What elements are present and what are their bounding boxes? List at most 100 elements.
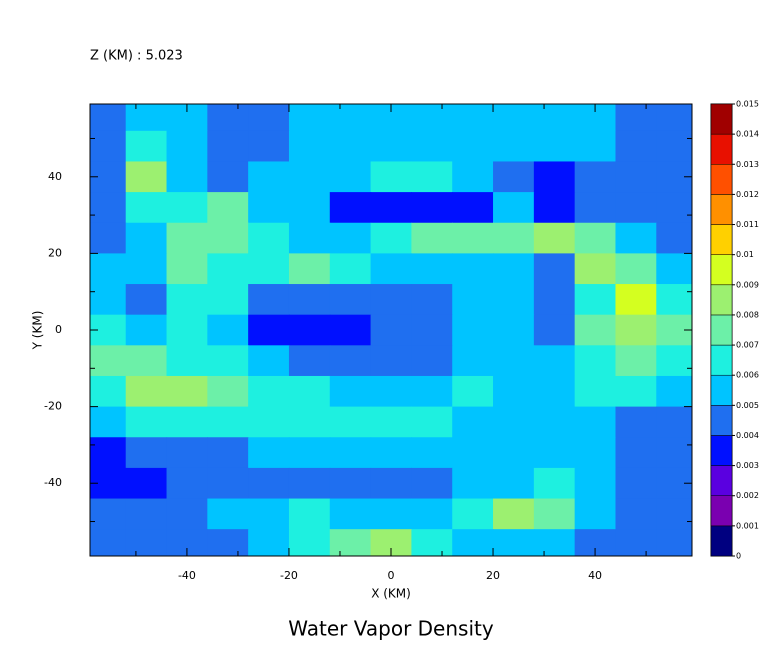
contour-cell xyxy=(411,284,453,316)
contour-cell xyxy=(533,104,576,132)
contour-cell xyxy=(329,437,372,469)
x-axis-label: X (KM) xyxy=(371,587,411,601)
colorbar-label: 0.015 xyxy=(736,100,759,109)
contour-cell xyxy=(248,529,290,556)
contour-cell xyxy=(370,284,413,316)
colorbar-label: 0.001 xyxy=(736,521,759,530)
contour-cell xyxy=(370,222,413,254)
contour-cell xyxy=(533,529,576,556)
contour-cell xyxy=(533,467,576,500)
contour-cell xyxy=(329,161,372,193)
contour-cell xyxy=(574,253,617,285)
contour-cell xyxy=(288,284,331,316)
contour-cell xyxy=(493,284,535,316)
contour-cell xyxy=(411,104,453,132)
contour-cell xyxy=(288,130,331,163)
y-tick-label: -40 xyxy=(44,476,62,489)
contour-cell xyxy=(166,161,208,193)
contour-cell xyxy=(370,345,413,377)
colorbar-swatch xyxy=(710,374,733,406)
contour-cell xyxy=(574,345,617,377)
contour-cell xyxy=(125,130,168,163)
contour-cell xyxy=(574,130,617,163)
contour-cell xyxy=(329,192,372,224)
contour-cell xyxy=(207,104,249,132)
colorbar-label: 0.013 xyxy=(736,160,759,169)
contour-cell xyxy=(615,437,657,469)
contour-cell xyxy=(125,253,168,285)
contour-cell xyxy=(125,498,168,530)
contour-cell xyxy=(656,529,692,556)
contour-cell xyxy=(615,314,657,346)
contour-cell xyxy=(166,406,208,438)
contour-cell xyxy=(125,529,168,556)
contour-cell xyxy=(248,130,290,163)
contour-cell xyxy=(207,467,249,500)
contour-cell xyxy=(125,375,168,408)
contour-cell xyxy=(411,406,453,438)
contour-cell xyxy=(248,406,290,438)
contour-cell xyxy=(90,222,127,254)
contour-cell xyxy=(288,498,331,530)
contour-cell xyxy=(452,314,494,346)
contour-cell xyxy=(533,222,576,254)
contour-cell xyxy=(574,222,617,254)
contour-cell xyxy=(90,437,127,469)
contour-cell xyxy=(493,192,535,224)
contour-cell xyxy=(166,345,208,377)
contour-cell xyxy=(452,192,494,224)
contour-cell xyxy=(452,498,494,530)
contour-cell xyxy=(90,345,127,377)
contour-cell xyxy=(452,253,494,285)
contour-cell xyxy=(207,284,249,316)
colorbar-swatch xyxy=(710,435,733,466)
contour-cell xyxy=(90,375,127,408)
contour-cell xyxy=(125,437,168,469)
contour-cell xyxy=(370,130,413,163)
contour-cell xyxy=(166,498,208,530)
contour-cell xyxy=(166,253,208,285)
colorbar-swatch xyxy=(710,164,733,195)
contour-cell xyxy=(656,375,692,408)
contour-cell xyxy=(493,253,535,285)
contour-cell xyxy=(166,437,208,469)
contour-cell xyxy=(90,529,127,556)
contour-cell xyxy=(533,192,576,224)
colorbar-swatch xyxy=(710,344,733,376)
contour-cell xyxy=(533,345,576,377)
contour-cell xyxy=(207,437,249,469)
contour-cell xyxy=(615,192,657,224)
contour-cell xyxy=(125,161,168,193)
contour-cell xyxy=(411,467,453,500)
contour-cell xyxy=(125,222,168,254)
contour-cell xyxy=(370,192,413,224)
contour-cell xyxy=(574,161,617,193)
y-tick-label: -20 xyxy=(44,400,62,413)
contour-cell xyxy=(615,104,657,132)
colorbar-label: 0.01 xyxy=(736,250,754,259)
contour-cell xyxy=(248,253,290,285)
colorbar-swatch xyxy=(710,465,733,496)
contour-cell xyxy=(615,529,657,556)
contour-cell xyxy=(452,437,494,469)
contour-cell xyxy=(90,498,127,530)
contour-cell xyxy=(207,253,249,285)
colorbar-swatch xyxy=(710,525,733,557)
contour-cell xyxy=(411,437,453,469)
y-tick-label: 0 xyxy=(55,323,62,336)
contour-cell xyxy=(207,222,249,254)
contour-cell xyxy=(125,467,168,500)
contour-cell xyxy=(411,529,453,556)
y-tick-label: 40 xyxy=(48,170,62,183)
header: Z (KM) : 5.023 xyxy=(90,49,183,64)
contour-cell xyxy=(493,375,535,408)
x-tick-label: -20 xyxy=(280,569,298,582)
contour-cell xyxy=(248,284,290,316)
contour-cell xyxy=(370,375,413,408)
contour-cell xyxy=(452,375,494,408)
contour-cell xyxy=(656,406,692,438)
contour-cell xyxy=(207,345,249,377)
x-tick-label: 40 xyxy=(588,569,602,582)
contour-cell xyxy=(411,192,453,224)
contour-cell xyxy=(166,192,208,224)
